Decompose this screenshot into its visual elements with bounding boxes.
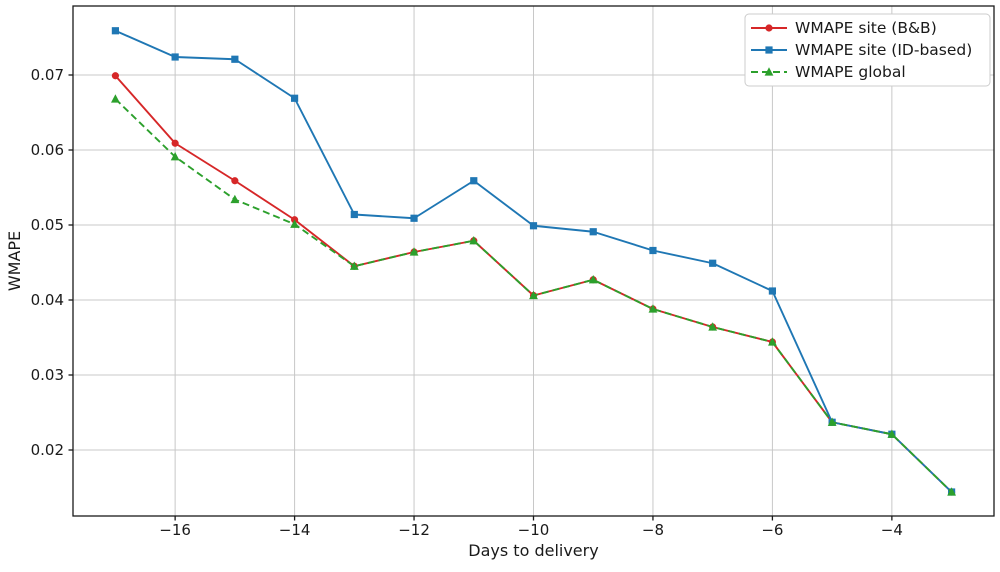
- series-0-circle-marker: [171, 139, 179, 147]
- y-tick-label: 0.06: [31, 141, 64, 159]
- x-tick-label: −14: [279, 521, 311, 539]
- series-2-triangle-marker: [529, 290, 538, 300]
- legend-label: WMAPE global: [795, 63, 906, 81]
- legend-entry: WMAPE site (B&B): [751, 19, 937, 37]
- series-2-triangle-marker: [887, 429, 897, 438]
- y-tick-label: 0.02: [31, 441, 64, 459]
- series-1-square-marker: [470, 177, 478, 185]
- legend-entry: WMAPE global: [751, 63, 906, 81]
- series-2-triangle-marker: [708, 322, 718, 331]
- x-axis-label: Days to delivery: [468, 541, 598, 560]
- legend-circle-marker: [765, 24, 773, 32]
- series-2-triangle-marker: [768, 337, 777, 346]
- legend-label: WMAPE site (B&B): [795, 19, 937, 37]
- x-tick-label: −6: [761, 521, 783, 539]
- x-tick-label: −16: [159, 521, 191, 539]
- series-2-triangle-marker: [588, 274, 598, 284]
- legend-entry: WMAPE site (ID-based): [751, 41, 972, 59]
- y-axis-label: WMAPE: [5, 231, 24, 291]
- y-tick-label: 0.07: [31, 66, 64, 84]
- series-0-circle-marker: [111, 72, 120, 80]
- series-1-square-marker: [231, 55, 239, 63]
- series-2-triangle-marker: [469, 235, 479, 245]
- series-2: [111, 94, 956, 496]
- series-1-square-marker: [649, 246, 657, 255]
- legend-box: [744, 13, 991, 87]
- series-2-triangle-marker: [947, 487, 956, 496]
- series-1-square-marker: [290, 94, 299, 102]
- x-tick-label: −8: [642, 521, 664, 539]
- legend: WMAPE site (B&B) WMAPE site (ID-based) WMA…: [744, 13, 991, 87]
- series-2-triangle-marker: [230, 194, 240, 204]
- legend-square-marker: [765, 46, 773, 54]
- series-1-square-marker: [589, 228, 597, 236]
- series-2-triangle-marker: [648, 304, 658, 313]
- series-2-triangle-marker: [111, 94, 120, 103]
- series-1-square-marker: [111, 27, 120, 35]
- series-2-triangle-marker: [827, 417, 837, 426]
- series-1-square-marker: [350, 210, 358, 219]
- y-tick-label: 0.04: [31, 291, 64, 309]
- legend-label: WMAPE site (ID-based): [795, 41, 972, 59]
- series-0-circle-marker: [231, 177, 239, 185]
- series-2-triangle-marker: [349, 261, 359, 270]
- y-tick-label: 0.05: [31, 216, 64, 234]
- y-axis: 0.02 0.03 0.04 0.05 0.06 0.07: [31, 66, 73, 459]
- series-1-square-marker: [709, 259, 717, 267]
- series-1-square-marker: [768, 287, 777, 295]
- series-1-square-marker: [529, 222, 538, 230]
- legend-triangle-marker: [764, 67, 774, 76]
- x-tick-label: −12: [398, 521, 430, 539]
- series-1-square-marker: [410, 214, 418, 222]
- series-2-triangle-marker: [170, 151, 180, 161]
- x-tick-label: −4: [881, 521, 903, 539]
- x-axis: −16 −14 −12 −10 −8 −6 −4: [159, 516, 903, 539]
- series-1-square-marker: [171, 53, 179, 61]
- y-tick-label: 0.03: [31, 366, 64, 384]
- series-2-triangle-marker: [290, 219, 299, 228]
- series-2-triangle-marker: [409, 247, 419, 256]
- x-tick-label: −10: [518, 521, 550, 539]
